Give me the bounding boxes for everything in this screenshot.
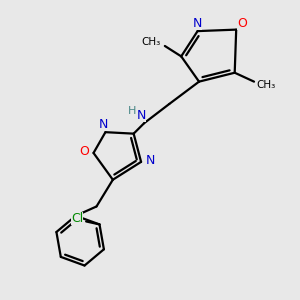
Text: O: O [80,145,89,158]
Text: N: N [136,109,146,122]
Text: Cl: Cl [71,212,83,225]
Text: O: O [237,17,247,30]
Text: N: N [193,17,202,30]
Text: CH₃: CH₃ [256,80,275,90]
Text: N: N [145,154,155,167]
Text: CH₃: CH₃ [142,37,161,46]
Text: H: H [128,106,136,116]
Text: N: N [99,118,109,131]
